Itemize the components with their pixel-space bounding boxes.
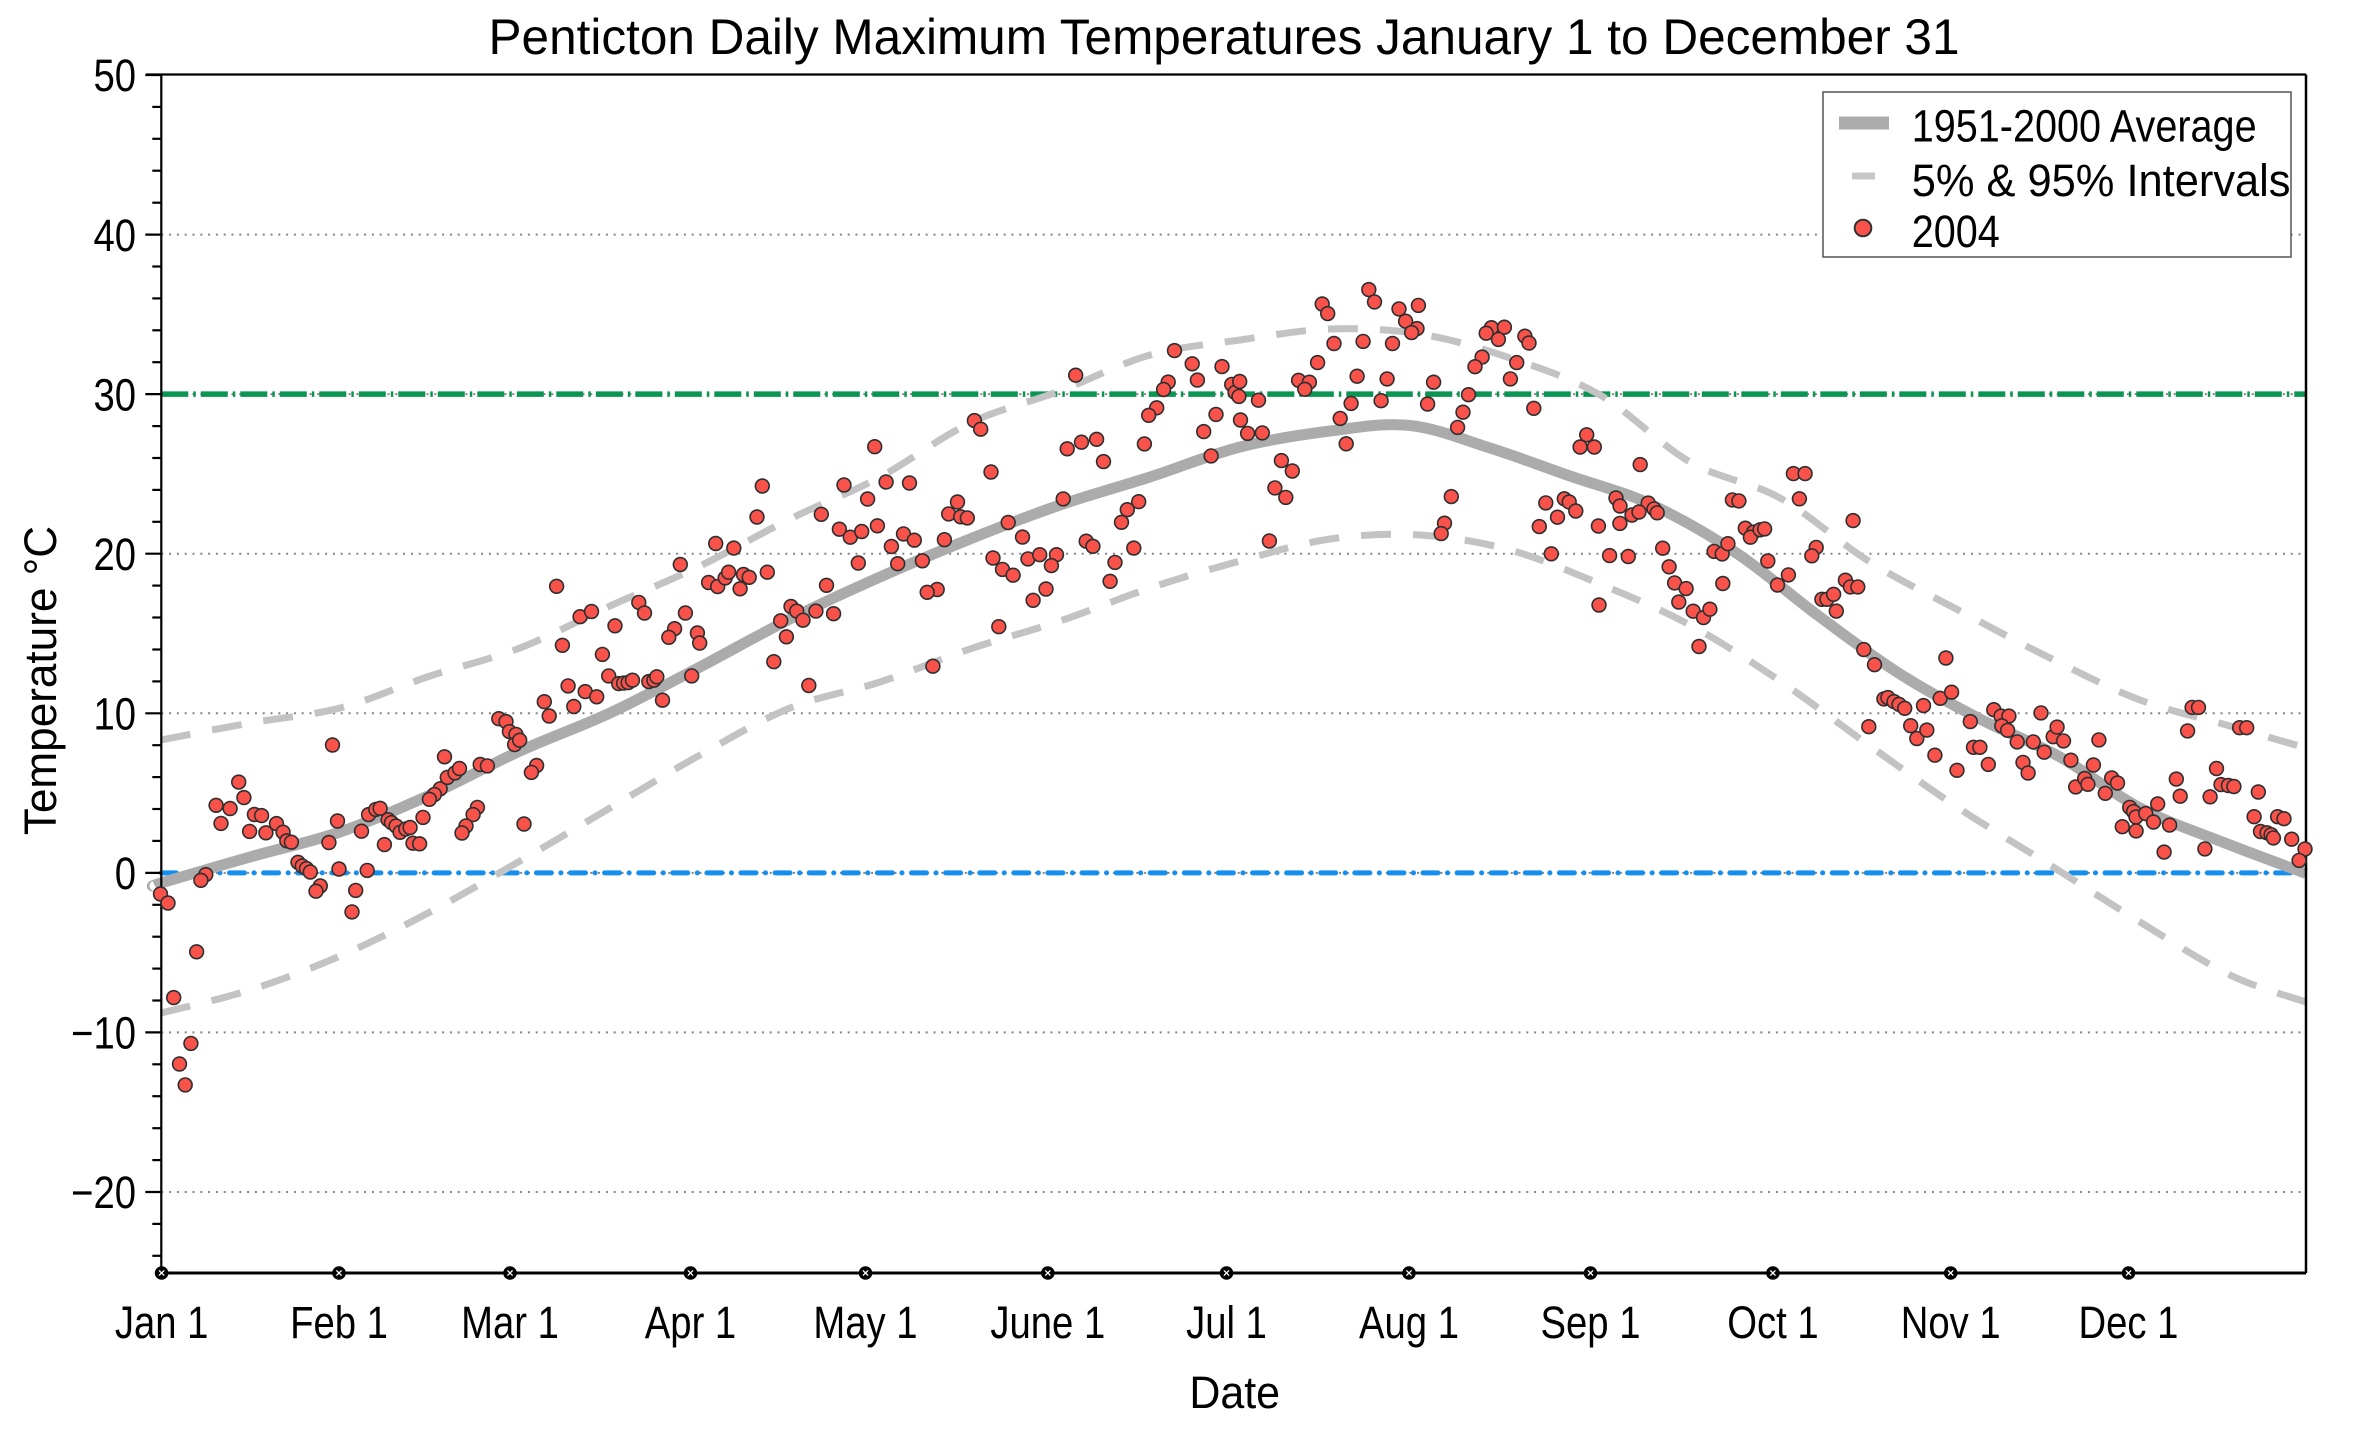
svg-text:May 1: May 1 bbox=[813, 1297, 917, 1348]
svg-text:20: 20 bbox=[93, 529, 136, 580]
svg-text:Penticton Daily Maximum Temper: Penticton Daily Maximum Temperatures Jan… bbox=[489, 9, 1960, 65]
svg-text:Date: Date bbox=[1189, 1368, 1280, 1418]
svg-text:Apr 1: Apr 1 bbox=[645, 1297, 736, 1348]
svg-text:10: 10 bbox=[93, 689, 136, 740]
svg-text:Feb 1: Feb 1 bbox=[290, 1297, 388, 1348]
svg-text:Jan 1: Jan 1 bbox=[115, 1297, 209, 1348]
svg-text:Dec 1: Dec 1 bbox=[2079, 1297, 2179, 1348]
svg-text:Temperature °C: Temperature °C bbox=[17, 526, 66, 835]
svg-text:Aug 1: Aug 1 bbox=[1359, 1297, 1459, 1348]
svg-text:Jul 1: Jul 1 bbox=[1186, 1297, 1267, 1348]
svg-text:−20: −20 bbox=[71, 1167, 136, 1218]
svg-text:5% & 95% Intervals: 5% & 95% Intervals bbox=[1912, 156, 2291, 206]
svg-text:0: 0 bbox=[115, 848, 136, 899]
svg-text:Oct 1: Oct 1 bbox=[1727, 1297, 1818, 1348]
svg-text:40: 40 bbox=[93, 210, 136, 261]
svg-text:Mar 1: Mar 1 bbox=[461, 1297, 559, 1348]
svg-text:June 1: June 1 bbox=[990, 1297, 1105, 1348]
svg-text:2004: 2004 bbox=[1912, 207, 2000, 257]
svg-text:Nov 1: Nov 1 bbox=[1901, 1297, 2001, 1348]
svg-text:−10: −10 bbox=[71, 1008, 136, 1059]
svg-text:50: 50 bbox=[93, 50, 136, 101]
svg-text:Sep 1: Sep 1 bbox=[1541, 1297, 1641, 1348]
svg-text:30: 30 bbox=[93, 369, 136, 420]
svg-text:1951-2000 Average: 1951-2000 Average bbox=[1912, 101, 2257, 151]
